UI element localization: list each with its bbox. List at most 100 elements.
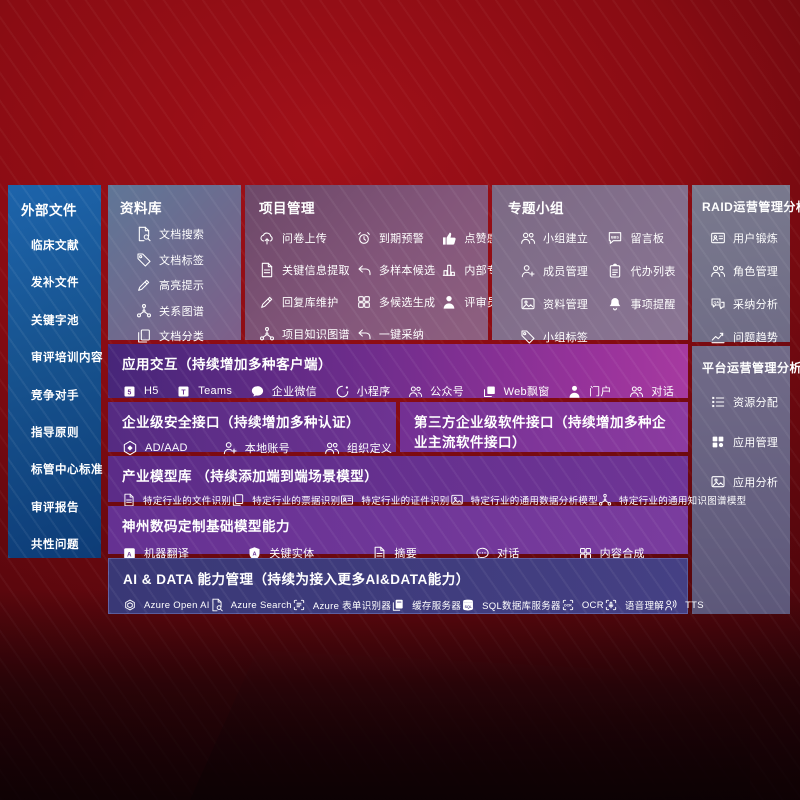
feature-label: 项目知识图谱	[282, 329, 350, 341]
feature-item-cloud-upload: 问卷上传	[259, 230, 350, 246]
azure-search-icon	[210, 598, 224, 612]
document-extract-icon	[259, 262, 275, 278]
feature-label: 特定行业的通用数据分析模型	[470, 496, 599, 507]
feature-item-document-category: 文档分类	[136, 328, 233, 344]
app-interaction-items: H5 Teams 企业微信 小程序 公众号 Web飘窗 门户 对话	[122, 383, 674, 399]
feature-item-dialog-people: 对话	[629, 383, 674, 399]
portal-person-icon	[567, 384, 582, 399]
feature-label: 用户锻炼	[733, 233, 779, 245]
feature-item-alarm: 到期预警	[356, 230, 436, 246]
external-files-panel: 外部文件 临床文献 发补文件 关键字池 审评培训内容 竞争对手 指导原则 标管中心标准 审评报…	[8, 185, 103, 558]
tts-voice-icon	[664, 598, 678, 612]
feature-label: 高亮提示	[159, 280, 205, 292]
feature-item-sql-database: SQL数据库服务器	[461, 598, 561, 612]
file-recognize-icon	[122, 493, 136, 507]
feature-item-machine-translate: 机器翻译	[122, 545, 189, 561]
sql-database-icon	[461, 598, 475, 612]
feature-label: 本地账号	[244, 443, 290, 455]
data-library-items: 文档搜索文档标签高亮提示关系图谱文档分类	[120, 226, 233, 344]
feature-label: 特定行业的票据识别	[252, 496, 341, 507]
bell-remind-icon	[607, 296, 623, 312]
feature-item-entity-shield: 关键实体	[247, 545, 314, 561]
feature-item-todo-clipboard: 代办列表	[607, 263, 680, 279]
feature-label: 留言板	[630, 233, 665, 245]
sidebar-item: 指导原则	[31, 426, 79, 439]
feature-item-apps-grid: 应用管理	[710, 434, 784, 450]
feature-item-wechat-work: 企业微信	[250, 383, 317, 399]
role-people-icon	[710, 263, 726, 279]
member-add-icon	[520, 263, 536, 279]
feature-label: 多样本候选	[378, 265, 436, 277]
feature-item-photo-data: 资料管理	[520, 296, 603, 312]
feature-item-grid-generate: 多候选生成	[356, 294, 436, 310]
resource-list-icon	[710, 394, 726, 410]
project-management-items: 问卷上传到期预警点赞感谢关键信息提取多样本候选内部专家排名回复库维护多候选生成评…	[259, 230, 532, 342]
sidebar-item: 临床文献	[31, 240, 79, 252]
feature-label: 角色管理	[733, 266, 779, 278]
id-card-icon	[710, 230, 726, 246]
feature-label: 小程序	[356, 386, 391, 398]
document-category-icon	[136, 328, 152, 344]
feature-label: 小组标签	[543, 332, 589, 344]
wechat-work-icon	[250, 384, 265, 399]
feature-item-qa-analysis: 采纳分析	[710, 296, 784, 312]
openai-logo-icon	[123, 598, 137, 612]
feature-label: 采纳分析	[733, 299, 779, 311]
feature-label: 关键信息提取	[282, 265, 350, 277]
feature-item-id-card: 用户锻炼	[710, 230, 784, 246]
feature-label: 摘要	[394, 548, 418, 560]
highlight-pencil-icon	[136, 277, 152, 293]
base-model-title: 神州数码定制基础模型能力	[122, 519, 290, 534]
ranking-podium-icon	[441, 262, 457, 278]
feature-item-data-analysis-model: 特定行业的通用数据分析模型	[450, 493, 598, 507]
form-recognizer-icon	[292, 598, 306, 612]
feature-item-tag: 文档标签	[136, 252, 233, 268]
project-management-title: 项目管理	[259, 201, 315, 216]
alarm-icon	[356, 230, 372, 246]
feature-item-content-compose: 内容合成	[578, 545, 645, 561]
raid-analysis-title: RAID运营管理分析	[702, 200, 800, 214]
feature-item-person: 评审员画像	[441, 294, 532, 310]
speech-understand-icon	[604, 598, 618, 612]
feature-label: Azure Open AI	[144, 599, 210, 611]
group-tag-icon	[520, 329, 536, 345]
feature-label: TTS	[685, 599, 704, 611]
feature-label: 应用管理	[733, 437, 779, 449]
feature-label: 公众号	[430, 386, 465, 398]
feature-label: 关系图谱	[159, 305, 205, 318]
official-account-icon	[408, 384, 423, 399]
sidebar-item: 标管中心标准	[31, 464, 103, 477]
feature-label: Azure Search	[230, 599, 292, 611]
industry-model-items: 特定行业的文件识别 特定行业的票据识别 特定行业的证件识别 特定行业的通用数据分析模型…	[122, 493, 746, 507]
feature-label: 一键采纳	[378, 329, 425, 341]
pencil-icon	[259, 294, 275, 310]
local-account-icon	[222, 440, 238, 456]
thirdparty-interface-row: 第三方企业级软件接口（持续增加多种企业主流软件接口） API自动化设计器	[400, 402, 688, 475]
feature-label: 对话	[651, 386, 674, 398]
app-analysis-image-icon	[710, 474, 726, 490]
knowledge-graph-model-icon	[598, 493, 612, 507]
feature-item-trend-chart: 问题趋势	[710, 329, 784, 345]
feature-item-highlight-pencil: 高亮提示	[136, 277, 233, 293]
feature-label: 问题趋势	[733, 332, 779, 344]
topic-group-box: 专题小组 小组建立 留言板 成员管理 代办列表 资料管理 事项提醒 小组标签	[492, 185, 688, 344]
feature-label: 应用分析	[733, 477, 779, 489]
feature-label: OCR	[581, 599, 604, 611]
document-search-icon	[136, 226, 152, 242]
dialog-people-icon	[629, 384, 644, 399]
people-group-icon	[520, 230, 536, 246]
feature-item-resource-list: 资源分配	[710, 394, 784, 410]
feature-item-miniprogram-ring: 小程序	[335, 383, 391, 399]
feature-label: 关键实体	[269, 548, 315, 560]
feature-label: Teams	[198, 385, 233, 397]
raid-analysis-items: 用户锻炼角色管理采纳分析问题趋势	[702, 230, 784, 345]
feature-item-web-window: Web飘窗	[482, 383, 550, 399]
feature-item-document-extract: 关键信息提取	[259, 262, 350, 278]
platform-analysis-box: 平台运营管理分析 资源分配 应用管理 应用分析	[692, 346, 800, 614]
feature-item-document-search: 文档搜索	[136, 226, 233, 242]
feature-label: 问卷上传	[282, 233, 328, 245]
feature-label: 特定行业的证件识别	[361, 496, 450, 507]
security-interface-title: 企业级安全接口（持续增加多种认证）	[122, 415, 360, 430]
feature-item-member-add: 成员管理	[520, 263, 603, 279]
cloud-upload-icon	[259, 230, 275, 246]
